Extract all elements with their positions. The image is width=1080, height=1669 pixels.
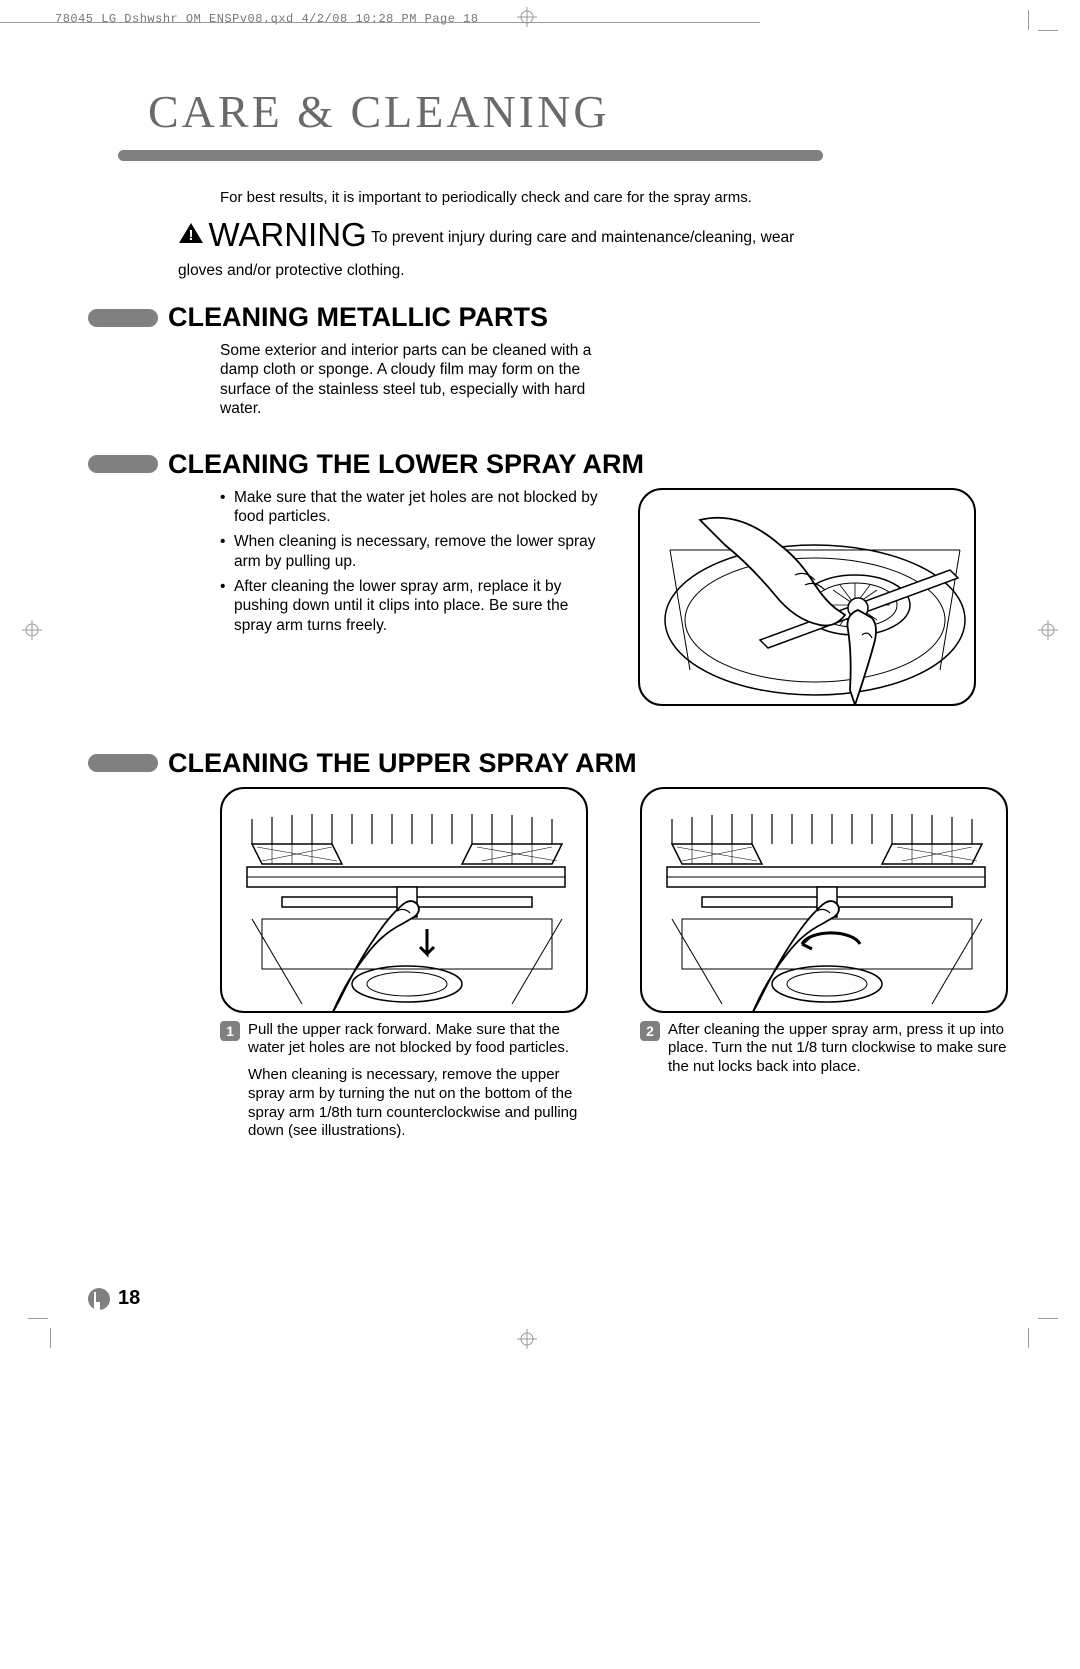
lower-bullets: Make sure that the water jet holes are n…: [220, 488, 608, 636]
content-area: CARE & CLEANING For best results, it is …: [88, 85, 993, 1149]
step1-para-b: When cleaning is necessary, remove the u…: [248, 1066, 588, 1141]
step-number: 1: [220, 1021, 240, 1041]
metallic-para: Some exterior and interior parts can be …: [220, 341, 620, 419]
reg-mark: [517, 7, 537, 27]
warning-text: To prevent injury during care and mainte…: [371, 229, 794, 246]
crop-tick: [28, 1318, 48, 1319]
bullet-item: When cleaning is necessary, remove the l…: [220, 532, 608, 571]
intro-text: For best results, it is important to per…: [220, 189, 850, 206]
lg-logo-icon: [88, 1288, 110, 1310]
upper-spray-arm-illustration-1: [220, 787, 588, 1013]
section-head: CLEANING THE LOWER SPRAY ARM: [88, 449, 993, 480]
svg-text:!: !: [189, 227, 194, 244]
upper-row: 1 Pull the upper rack forward. Make sure…: [220, 787, 993, 1150]
step-text: Pull the upper rack forward. Make sure t…: [248, 1021, 588, 1150]
step1-para-a: Pull the upper rack forward. Make sure t…: [248, 1021, 588, 1059]
step-text: After cleaning the upper spray arm, pres…: [668, 1021, 1008, 1085]
header-rule: [0, 22, 760, 23]
bullet-item: Make sure that the water jet holes are n…: [220, 488, 608, 527]
section-title: CLEANING THE LOWER SPRAY ARM: [168, 449, 644, 480]
title-bar: [118, 150, 823, 161]
section-pill: [88, 754, 158, 772]
section-title: CLEANING METALLIC PARTS: [168, 302, 548, 333]
step-block: 2 After cleaning the upper spray arm, pr…: [640, 1021, 1008, 1085]
upper-step-2: 2 After cleaning the upper spray arm, pr…: [640, 787, 1008, 1150]
section-pill: [88, 455, 158, 473]
warning-icon: !: [178, 222, 204, 244]
section-pill: [88, 309, 158, 327]
lower-spray-arm-illustration: [638, 488, 976, 706]
page-title: CARE & CLEANING: [148, 85, 993, 138]
section-body: Some exterior and interior parts can be …: [220, 341, 990, 419]
warning-continuation: gloves and/or protective clothing.: [178, 262, 993, 280]
title-area: CARE & CLEANING: [88, 85, 993, 161]
section-title: CLEANING THE UPPER SPRAY ARM: [168, 748, 637, 779]
section-head: CLEANING THE UPPER SPRAY ARM: [88, 748, 993, 779]
section-metallic: CLEANING METALLIC PARTS Some exterior an…: [88, 302, 993, 419]
warning-row: ! WARNING To prevent injury during care …: [178, 216, 878, 254]
page-number: 18: [118, 1287, 140, 1310]
section-lower: CLEANING THE LOWER SPRAY ARM Make sure t…: [88, 449, 993, 706]
section-body: Make sure that the water jet holes are n…: [220, 488, 990, 706]
step-block: 1 Pull the upper rack forward. Make sure…: [220, 1021, 588, 1150]
page-footer: 18: [88, 1287, 140, 1310]
step2-para: After cleaning the upper spray arm, pres…: [668, 1021, 1008, 1077]
section-upper: CLEANING THE UPPER SPRAY ARM: [88, 748, 993, 1150]
reg-mark: [1038, 620, 1058, 640]
print-header: 78045 LG Dshwshr OM ENSPv08.qxd 4/2/08 1…: [55, 12, 479, 26]
upper-spray-arm-illustration-2: [640, 787, 1008, 1013]
upper-step-1: 1 Pull the upper rack forward. Make sure…: [220, 787, 588, 1150]
crop-tick: [1028, 10, 1029, 30]
section-head: CLEANING METALLIC PARTS: [88, 302, 993, 333]
page-container: CARE & CLEANING For best results, it is …: [50, 30, 1030, 1350]
reg-mark: [22, 620, 42, 640]
step-number: 2: [640, 1021, 660, 1041]
crop-tick: [1038, 1318, 1058, 1319]
bullet-item: After cleaning the lower spray arm, repl…: [220, 577, 608, 635]
lower-text-col: Make sure that the water jet holes are n…: [220, 488, 608, 706]
lower-illus-col: [638, 488, 978, 706]
crop-tick: [1038, 30, 1058, 31]
warning-word: WARNING: [208, 216, 366, 253]
